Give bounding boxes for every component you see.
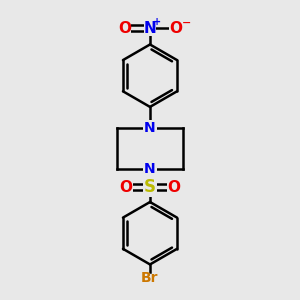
Text: O: O <box>167 180 180 195</box>
Text: +: + <box>153 17 161 27</box>
Text: O: O <box>120 180 133 195</box>
Text: Br: Br <box>141 271 159 285</box>
Text: S: S <box>144 178 156 196</box>
Text: N: N <box>144 21 156 36</box>
Text: N: N <box>144 121 156 135</box>
Text: O: O <box>169 21 182 36</box>
Text: −: − <box>182 18 191 28</box>
Text: O: O <box>118 21 131 36</box>
Text: N: N <box>144 162 156 176</box>
